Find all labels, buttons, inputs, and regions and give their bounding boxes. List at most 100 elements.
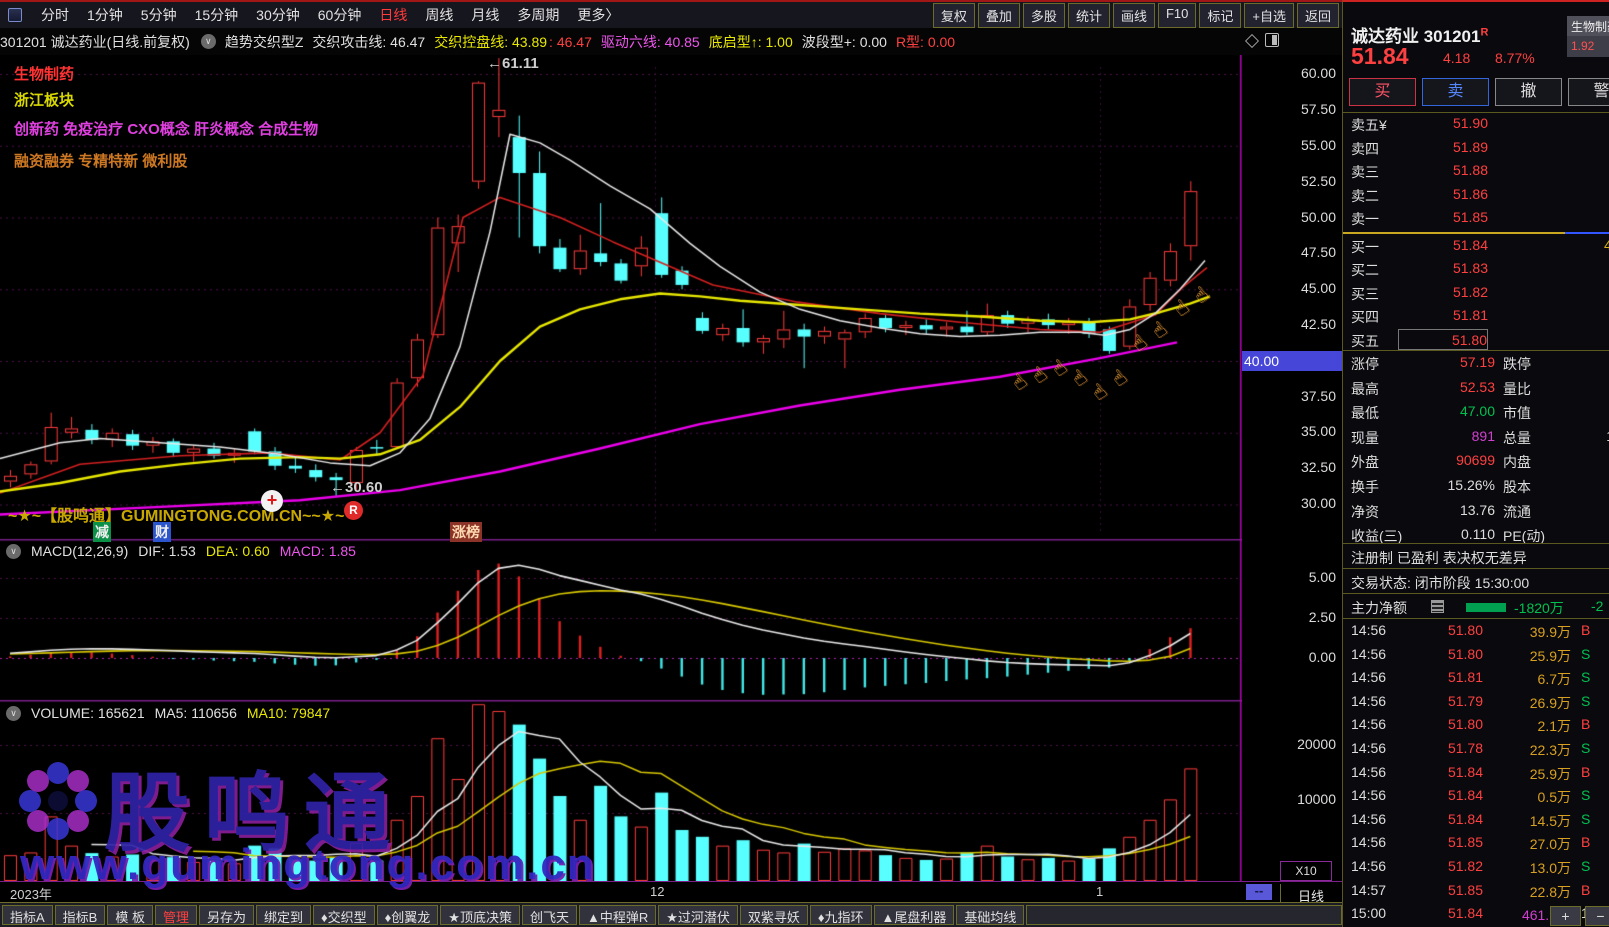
stat-value: 74922 [1503, 452, 1609, 468]
tick-row[interactable]: 14:56 51.80 39.9万 B [1343, 620, 1609, 644]
tick-row[interactable]: 14:56 51.85 27.0万 B [1343, 832, 1609, 856]
axis-december-label: 12 [650, 884, 665, 899]
tab-★顶底决策[interactable]: ★顶底决策 [440, 905, 520, 925]
macd-collapse-icon[interactable]: ∨ [6, 543, 21, 559]
tick-row[interactable]: 14:56 51.78 22.3万 S [1343, 738, 1609, 762]
tick-time: 14:56 [1351, 787, 1387, 804]
tab-♦交织型[interactable]: ♦交织型 [313, 905, 375, 925]
tab-管理[interactable]: 管理 [154, 905, 197, 925]
toolbar-button-叠加[interactable]: 叠加 [977, 2, 1020, 28]
toolbar-button-返回[interactable]: 返回 [1296, 2, 1339, 28]
list-icon[interactable] [1431, 600, 1444, 613]
tab-双紫寻妖[interactable]: 双紫寻妖 [739, 905, 808, 925]
menu-item-1分钟[interactable]: 1分钟 [87, 7, 123, 23]
book-volume: 415.2 [1343, 237, 1609, 253]
stat-label: PE(动) [1503, 528, 1545, 545]
toolbar-button-多股[interactable]: 多股 [1022, 2, 1065, 28]
order-book-row[interactable]: 买五 51.8064.7 [1343, 328, 1609, 353]
band-type-value: 波段型+: 0.00 [801, 33, 887, 50]
tab-基础均线[interactable]: 基础均线 [956, 905, 1025, 925]
tick-flag: S [1581, 739, 1591, 756]
order-book-row[interactable]: 卖五¥ 51.9014.0 [1343, 113, 1609, 137]
menu-item-5分钟[interactable]: 5分钟 [140, 7, 177, 23]
diamond-icon[interactable] [1244, 33, 1260, 49]
sector-label-2[interactable]: 浙江板块 [14, 92, 75, 109]
volume-value: VOLUME: 165621 [31, 705, 145, 721]
tab-♦创翼龙[interactable]: ♦创翼龙 [376, 905, 439, 925]
sector-label-3[interactable]: 创新药 免疫治疗 CXO概念 肝炎概念 合成生物 [14, 121, 319, 138]
order-book-row[interactable]: 卖四 51.8914.0 [1343, 137, 1609, 161]
tick-plus-button[interactable]: + [1550, 906, 1581, 926]
order-book-row[interactable]: 买一 51.84415.2 [1343, 235, 1609, 259]
volume-collapse-icon[interactable]: ∨ [6, 705, 21, 721]
book-price: 51.89 [1452, 138, 1488, 155]
toolbar-button-F10[interactable]: F10 [1157, 2, 1197, 28]
menu-item-多周期[interactable]: 多周期 [517, 7, 560, 23]
trade-button-买[interactable]: 买 [1349, 78, 1416, 106]
order-book-row[interactable]: 卖二 51.861.0 [1343, 184, 1609, 208]
axis-dash-button[interactable]: -- [1246, 884, 1272, 900]
tab-绑定到[interactable]: 绑定到 [256, 905, 312, 925]
trade-button-卖[interactable]: 卖 [1422, 78, 1489, 106]
tabbar-filler [1026, 905, 1342, 925]
sector-label-1[interactable]: 生物制药 [14, 66, 75, 83]
toolbar-button-+自选[interactable]: +自选 [1244, 2, 1294, 28]
tab-指标B[interactable]: 指标B [54, 905, 106, 925]
split-pane-icon[interactable] [1265, 33, 1279, 47]
macd-name[interactable]: MACD(12,26,9) [31, 543, 129, 559]
tick-row[interactable]: 14:56 51.84 0.5万 S [1343, 785, 1609, 809]
menu-item-月线[interactable]: 月线 [471, 7, 500, 23]
window-icon[interactable] [8, 8, 22, 22]
price-macd-volume-canvas[interactable] [0, 55, 1242, 881]
axis-label: 55.00 [1300, 137, 1336, 153]
tick-row[interactable]: 14:56 51.80 25.9万 S [1343, 644, 1609, 668]
tab-模 板[interactable]: 模 板 [107, 905, 153, 925]
toolbar-button-画线[interactable]: 画线 [1112, 2, 1155, 28]
tick-row[interactable]: 14:56 51.84 14.5万 S [1343, 809, 1609, 833]
period-label[interactable]: 日线 [1280, 884, 1341, 904]
stat-value: 165621 [1503, 428, 1609, 444]
tab-指标A[interactable]: 指标A [2, 905, 53, 925]
tick-row[interactable]: 14:56 51.84 25.9万 B [1343, 762, 1609, 786]
tab-另存为[interactable]: 另存为 [198, 905, 254, 925]
trade-button-警[interactable]: 警 [1568, 78, 1609, 106]
trade-button-撤[interactable]: 撤 [1495, 78, 1562, 106]
tab-★过河潜伏[interactable]: ★过河潜伏 [658, 905, 738, 925]
sector-tag[interactable]: 生物制药 [1567, 16, 1609, 37]
stat-label: 换手 [1351, 478, 1379, 495]
tab-创飞天[interactable]: 创飞天 [521, 905, 577, 925]
collapse-icon[interactable]: ∨ [200, 34, 216, 49]
toolbar-button-复权[interactable]: 复权 [932, 2, 975, 28]
tick-row[interactable]: 14:56 51.81 6.7万 S [1343, 667, 1609, 691]
tick-minus-button[interactable]: − [1585, 906, 1609, 926]
tick-price: 51.80 [1447, 716, 1483, 733]
tick-row[interactable]: 14:56 51.82 13.0万 S [1343, 856, 1609, 880]
tick-row[interactable]: 14:56 51.79 26.9万 S [1343, 691, 1609, 715]
order-book-row[interactable]: 买二 51.832.6 [1343, 258, 1609, 282]
tab-▲尾盘利器[interactable]: ▲尾盘利器 [873, 905, 955, 925]
menu-item-分时[interactable]: 分时 [41, 7, 69, 23]
order-book-row[interactable]: 买四 51.816.7 [1343, 305, 1609, 329]
sector-label-4[interactable]: 融资融券 专精特新 微利股 [14, 153, 188, 170]
menu-item-60分钟[interactable]: 60分钟 [317, 7, 362, 23]
menu-item-日线[interactable]: 日线 [379, 7, 408, 23]
order-book-row[interactable]: 买三 51.8230.6 [1343, 282, 1609, 306]
toolbar-button-统计[interactable]: 统计 [1067, 2, 1110, 28]
tab-♦九指环[interactable]: ♦九指环 [809, 905, 872, 925]
chart-area[interactable]: 生物制药 浙江板块 创新药 免疫治疗 CXO概念 肝炎概念 合成生物 融资融券 … [0, 55, 1242, 881]
tick-row[interactable]: 14:57 51.85 22.8万 B [1343, 880, 1609, 904]
tab-▲中程弹R[interactable]: ▲中程弹R [578, 905, 657, 925]
book-level-label: 卖五¥ [1351, 117, 1387, 133]
menu-item-30分钟[interactable]: 30分钟 [256, 7, 300, 23]
volume-ma5: MA5: 110656 [154, 705, 237, 721]
menu-item-更多〉[interactable]: 更多〉 [577, 7, 620, 23]
indicator-name[interactable]: 趋势交织型Z [224, 33, 304, 50]
order-book-row[interactable]: 卖一 51.8591.3 [1343, 207, 1609, 231]
tick-row[interactable]: 14:56 51.80 2.1万 B [1343, 714, 1609, 738]
menu-item-15分钟[interactable]: 15分钟 [194, 7, 239, 23]
tick-flag: B [1581, 622, 1591, 638]
menu-item-周线[interactable]: 周线 [425, 7, 454, 23]
toolbar-button-标记[interactable]: 标记 [1199, 2, 1242, 28]
order-book-row[interactable]: 卖三 51.887.3 [1343, 160, 1609, 184]
